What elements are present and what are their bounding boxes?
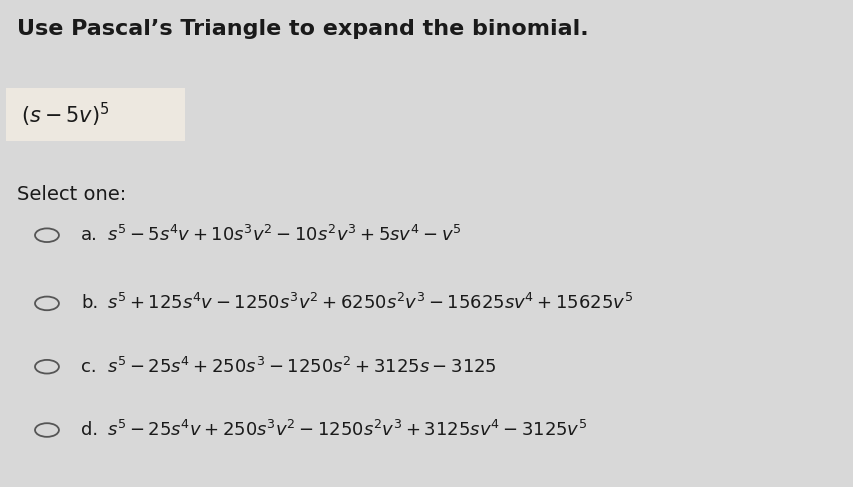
FancyBboxPatch shape	[6, 88, 185, 141]
Text: $s^5 + 125s^4v - 1250s^3v^2 + 6250s^2v^3 - 15625sv^4 + 15625v^5$: $s^5 + 125s^4v - 1250s^3v^2 + 6250s^2v^3…	[107, 293, 632, 314]
Text: $s^5 - 25s^4 + 250s^3 - 1250s^2 + 3125s - 3125$: $s^5 - 25s^4 + 250s^3 - 1250s^2 + 3125s …	[107, 356, 496, 377]
Text: a.: a.	[81, 226, 98, 244]
Text: Select one:: Select one:	[17, 185, 126, 204]
Text: d.: d.	[81, 421, 98, 439]
Text: Use Pascal’s Triangle to expand the binomial.: Use Pascal’s Triangle to expand the bino…	[17, 19, 588, 39]
Text: c.: c.	[81, 358, 96, 375]
Text: b.: b.	[81, 295, 98, 312]
Text: $s^5 - 5s^4v + 10s^3v^2 - 10s^2v^3 + 5sv^4 - v^5$: $s^5 - 5s^4v + 10s^3v^2 - 10s^2v^3 + 5sv…	[107, 225, 461, 245]
Text: $(s - 5v)^5$: $(s - 5v)^5$	[21, 100, 110, 129]
Text: $s^5 - 25s^4v + 250s^3v^2 - 1250s^2v^3 + 3125sv^4 - 3125v^5$: $s^5 - 25s^4v + 250s^3v^2 - 1250s^2v^3 +…	[107, 420, 587, 440]
